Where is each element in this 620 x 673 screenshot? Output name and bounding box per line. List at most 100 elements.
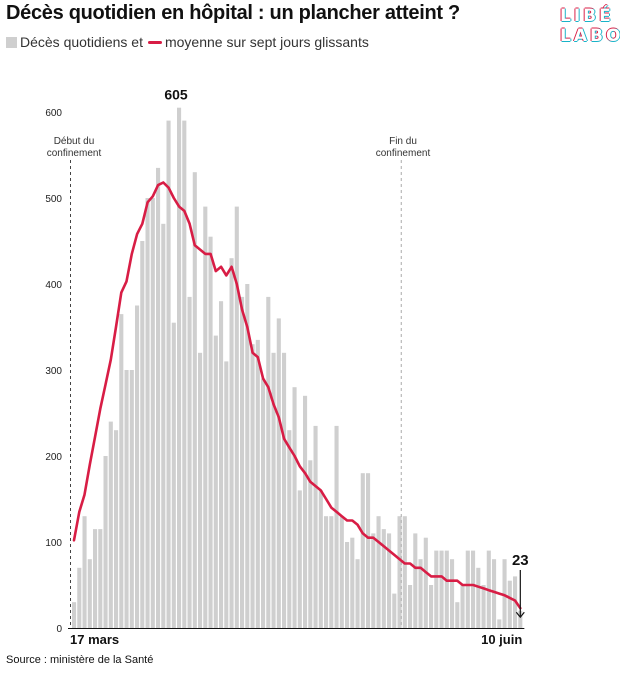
moving-average-line [72,181,522,610]
bar [324,516,329,628]
y-tick-label: 200 [45,452,62,463]
bar [198,352,203,628]
bar [397,516,402,628]
bar [345,542,350,628]
y-tick-label: 400 [45,280,62,291]
logo-line-2: LABO [560,26,620,46]
bar [103,456,108,628]
bar [140,241,145,628]
bar [150,198,155,628]
bar [135,305,140,628]
bar [114,430,119,628]
bar [271,352,276,628]
legend-bars-label: Décès quotidiens et [20,34,143,50]
bar [402,516,407,628]
bar [224,361,229,628]
bar [492,559,497,628]
bar [266,296,271,628]
bar [98,529,103,628]
bar [444,550,449,628]
bar [219,301,224,628]
bar [313,425,318,628]
bar [250,344,255,628]
bar [177,107,182,628]
bar [124,370,129,628]
bar [240,296,245,628]
bar [171,322,176,628]
bar [276,318,281,628]
source-note: Source : ministère de la Santé [6,654,154,666]
bar [234,206,239,628]
bar [518,610,523,628]
bar [350,537,355,628]
confinement-label-line2: confinement [47,148,102,159]
bar [387,533,392,628]
logo-line-1: LIBÉ [560,6,614,26]
x-end-label: 10 juin [481,632,522,647]
bar [297,490,302,628]
bar [87,559,92,628]
legend-line-swatch [147,40,162,44]
bar [229,258,234,628]
bar [182,120,187,628]
bar [156,167,161,628]
bar [213,335,218,628]
bar [129,370,134,628]
bar [282,352,287,628]
confinement-label-line1: Début du [54,136,95,147]
bar [192,172,197,628]
bar [318,490,323,628]
legend-bar-swatch [6,36,17,48]
bar [481,585,486,628]
bar [208,236,213,628]
peak-value-label: 605 [164,87,188,103]
bar [497,619,502,628]
bar [287,430,292,628]
bar [355,559,360,628]
bar [82,516,87,628]
bar [392,593,397,628]
bar [339,516,344,628]
bar [245,284,250,628]
last-value-arrowhead [515,611,525,619]
bar [423,537,428,628]
bar [408,585,413,628]
bar [119,314,124,628]
bar [334,425,339,628]
confinement-label-line2: confinement [376,148,431,159]
bar [460,585,465,628]
bar [77,567,82,628]
bar [261,378,266,628]
bar [413,533,418,628]
legend: Décès quotidiens et moyenne sur sept jou… [6,34,369,50]
libe-labo-logo: LIBÉ LABO [560,6,620,50]
bar [360,473,365,628]
chart-title: Décès quotidien en hôpital : un plancher… [6,2,460,24]
bar [434,550,439,628]
bar [308,460,313,628]
bar [502,559,507,628]
bar [255,339,260,628]
bar [376,516,381,628]
bar [161,223,166,629]
bar [450,559,455,628]
bar [465,550,470,628]
bar [381,529,386,628]
y-tick-label: 300 [45,366,62,377]
bar [371,533,376,628]
bar [366,473,371,628]
last-value-label: 23 [512,552,529,569]
confinement-label-line1: Fin du [389,136,417,147]
bar [329,516,334,628]
bar [72,602,77,628]
bar [455,602,460,628]
bar [145,198,150,628]
bar [93,529,98,628]
bar [507,580,512,628]
bar [476,567,481,628]
x-start-label: 17 mars [70,632,119,647]
y-tick-label: 100 [45,538,62,549]
bar [166,120,171,628]
bar [439,550,444,628]
